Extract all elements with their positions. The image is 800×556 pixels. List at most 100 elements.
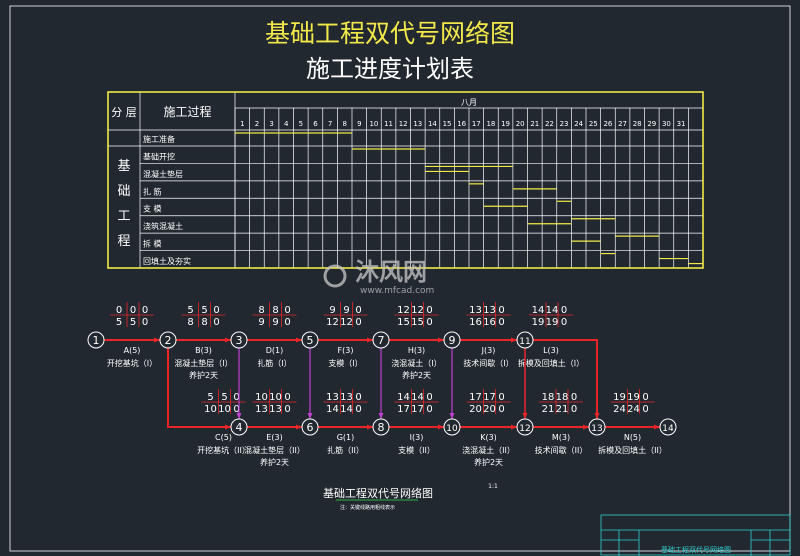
- time-parameter: 5: [116, 317, 122, 328]
- network-node-label: 13: [591, 424, 602, 434]
- arrowhead-icon: [511, 337, 517, 343]
- activity-name: 混凝土垫层（II）: [244, 445, 305, 455]
- arrowhead-icon: [449, 413, 455, 419]
- caption-note: 注：关键线路用粗线表示: [340, 504, 395, 511]
- network-node: [516, 418, 534, 436]
- day-label: 19: [501, 120, 510, 128]
- time-parameter: 24: [627, 404, 640, 415]
- schedule-subtitle: 施工进度计划表: [306, 55, 474, 83]
- time-parameter: 9: [343, 305, 349, 316]
- time-parameter: 0: [642, 392, 648, 403]
- time-parameter: 12: [340, 317, 353, 328]
- day-label: 15: [443, 120, 452, 128]
- time-parameter: 5: [130, 317, 136, 328]
- day-label: 23: [560, 120, 569, 128]
- activity-name: 拆模及回填土（I）: [518, 358, 584, 368]
- network-node: [659, 418, 677, 436]
- arrowhead-icon: [654, 424, 660, 430]
- arrowhead-icon: [307, 413, 313, 419]
- time-parameter: 0: [142, 305, 148, 316]
- time-parameter: 21: [542, 404, 555, 415]
- time-parameter: 0: [213, 317, 219, 328]
- time-parameter: 10: [204, 404, 217, 415]
- time-parameter: 0: [571, 392, 577, 403]
- time-parameter: 13: [269, 404, 282, 415]
- time-parameter: 0: [130, 305, 136, 316]
- time-parameter: 0: [426, 404, 432, 415]
- watermark-brand: 沐风网: [355, 258, 427, 286]
- time-parameter: 10: [269, 392, 282, 403]
- time-parameter: 0: [284, 404, 290, 415]
- process-row-label: 拆 模: [143, 239, 162, 249]
- day-label: 29: [647, 120, 656, 128]
- time-parameter: 12: [411, 305, 424, 316]
- time-parameter: 8: [201, 317, 207, 328]
- caption-scale: 1:1: [488, 483, 498, 490]
- time-parameter: 0: [355, 404, 361, 415]
- network-node: [159, 331, 177, 349]
- network-node: [588, 418, 606, 436]
- time-parameter: 0: [116, 305, 122, 316]
- time-parameter: 16: [483, 317, 496, 328]
- process-row-label: 扎 筋: [143, 186, 162, 196]
- activity-code: D(1): [266, 346, 284, 355]
- network-node-label: 5: [307, 334, 314, 347]
- arrowhead-icon: [438, 424, 444, 430]
- activity-name: 技术间歇（I）: [463, 358, 513, 368]
- arrowhead-icon: [367, 337, 373, 343]
- time-parameter: 0: [213, 305, 219, 316]
- time-parameter: 8: [272, 305, 278, 316]
- time-parameter: 13: [255, 404, 268, 415]
- caption-title: 基础工程双代号网络图: [323, 486, 433, 500]
- arrowhead-icon: [583, 424, 589, 430]
- arrowhead-icon: [296, 424, 302, 430]
- day-label: 30: [662, 120, 671, 128]
- time-parameter: 17: [469, 392, 482, 403]
- activity-code: H(3): [408, 346, 425, 355]
- time-parameter: 14: [546, 305, 559, 316]
- time-parameter: 20: [469, 404, 482, 415]
- activity-name: 浇混凝土（II）: [462, 445, 515, 455]
- activity-code: C(5): [215, 433, 232, 442]
- network-node-label: 3: [236, 334, 243, 347]
- time-parameter: 0: [498, 305, 504, 316]
- arrowhead-icon: [225, 424, 231, 430]
- time-parameter: 0: [355, 305, 361, 316]
- arrowhead-icon: [438, 337, 444, 343]
- arrowhead-icon: [225, 337, 231, 343]
- network-node: [301, 331, 319, 349]
- time-parameter: 24: [613, 404, 626, 415]
- time-parameter: 0: [355, 317, 361, 328]
- arrowhead-icon: [154, 337, 160, 343]
- arrowhead-icon: [236, 413, 242, 419]
- network-node: [516, 331, 534, 349]
- day-label: 18: [486, 120, 495, 128]
- time-parameter: 13: [469, 305, 482, 316]
- column-header-layer: 分 层: [111, 106, 137, 119]
- time-parameter: 9: [258, 317, 264, 328]
- day-label: 8: [342, 120, 346, 128]
- layer-name-char: 础: [117, 184, 130, 199]
- network-node-label: 12: [519, 424, 530, 434]
- day-label: 21: [530, 120, 539, 128]
- time-parameter: 9: [329, 305, 335, 316]
- time-parameter: 8: [258, 305, 264, 316]
- day-label: 9: [357, 120, 361, 128]
- network-node-label: 10: [446, 424, 458, 434]
- time-parameter: 0: [142, 317, 148, 328]
- network-node-label: 6: [307, 421, 314, 434]
- activity-note: 养护2天: [260, 457, 289, 467]
- day-label: 6: [313, 120, 318, 128]
- time-parameter: 17: [411, 404, 424, 415]
- time-parameter: 19: [613, 392, 626, 403]
- activity-code: L(3): [543, 346, 559, 355]
- day-label: 26: [603, 120, 612, 128]
- time-parameter: 14: [411, 392, 424, 403]
- day-label: 31: [677, 120, 686, 128]
- time-parameter: 18: [542, 392, 555, 403]
- time-parameter: 14: [340, 404, 353, 415]
- time-parameter: 9: [272, 317, 278, 328]
- time-parameter: 0: [284, 317, 290, 328]
- process-row-label: 浇筑混凝土: [143, 221, 183, 231]
- time-parameter: 0: [571, 404, 577, 415]
